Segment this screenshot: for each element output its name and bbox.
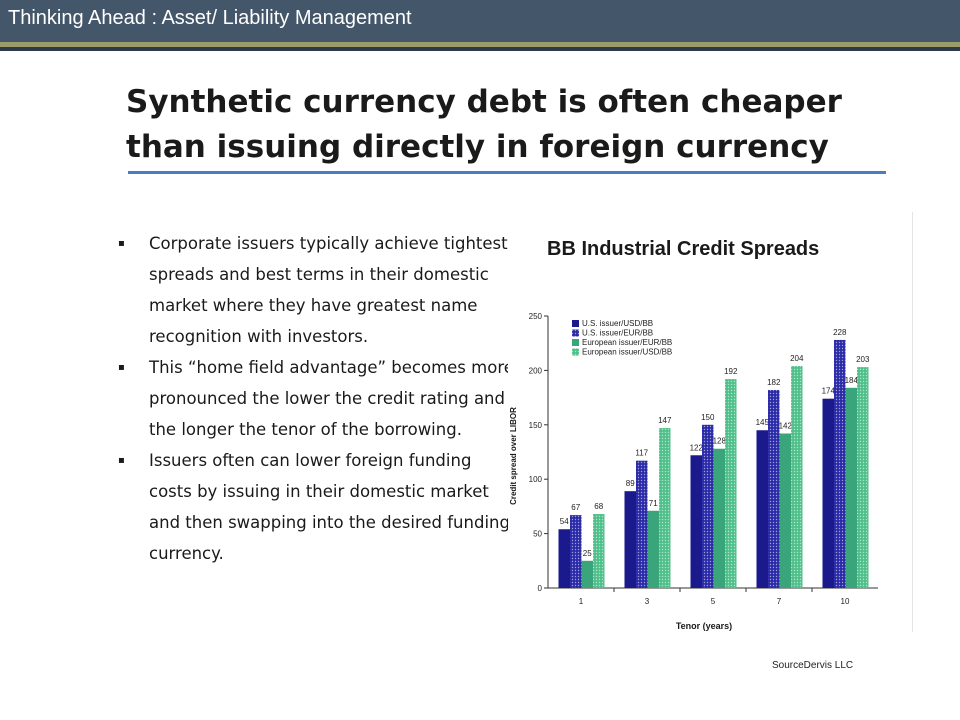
bar [690, 455, 702, 588]
bar [779, 433, 791, 588]
bar [570, 515, 582, 588]
data-label: 147 [658, 416, 672, 425]
bar [834, 339, 846, 588]
data-label: 122 [690, 443, 704, 452]
y-tick-label: 250 [529, 312, 543, 321]
legend-swatch [572, 320, 579, 327]
slide-title: Synthetic currency debt is often cheaper… [126, 84, 842, 165]
bar [659, 428, 671, 588]
bullet-item: ▪ Corporate issuers typically achieve tig… [118, 228, 518, 352]
data-label: 204 [790, 354, 804, 363]
x-axis-label: Tenor (years) [676, 621, 732, 631]
source-note: SourceDervis LLC [772, 660, 854, 671]
bullet-text: Issuers often can lower foreign funding … [149, 451, 510, 563]
chart-panel: BB Industrial Credit Spreads Tenor (year… [508, 212, 913, 632]
legend-entry: European issuer/USD/BB [582, 348, 672, 357]
bullet-text: Corporate issuers typically achieve tigh… [149, 234, 508, 346]
bar [702, 424, 714, 588]
bar [647, 510, 659, 588]
bullet-icon: ▪ [118, 238, 125, 249]
data-label: 67 [571, 503, 580, 512]
bar [725, 379, 737, 588]
data-label: 128 [713, 437, 727, 446]
bar [713, 448, 725, 588]
data-label: 192 [724, 367, 738, 376]
data-label: 184 [845, 376, 859, 385]
data-label: 68 [594, 502, 603, 511]
y-tick-label: 200 [529, 366, 543, 375]
header-accent-line-dark [0, 47, 960, 51]
bar [756, 430, 768, 588]
bar [624, 491, 636, 588]
bullet-icon: ▪ [118, 455, 125, 466]
x-tick-label: 7 [777, 597, 782, 606]
legend-entry: European issuer/EUR/BB [582, 338, 672, 347]
bar [558, 529, 570, 588]
legend-entry: U.S. issuer/USD/BB [582, 319, 653, 328]
title-underline [128, 171, 886, 174]
y-tick-label: 0 [538, 584, 543, 593]
bar [581, 560, 593, 588]
bar [768, 389, 780, 588]
data-label: 203 [856, 355, 870, 364]
bullet-item: ▪ Issuers often can lower foreign funding… [118, 445, 518, 569]
x-tick-label: 3 [645, 597, 650, 606]
bullet-text: This “home field advantage” becomes more… [149, 358, 514, 439]
data-label: 228 [833, 328, 847, 337]
legend-entry: U.S. issuer/EUR/BB [582, 329, 653, 338]
data-label: 54 [560, 517, 569, 526]
x-tick-label: 10 [841, 597, 850, 606]
bar [791, 366, 803, 588]
bullet-list: ▪ Corporate issuers typically achieve tig… [118, 228, 518, 569]
x-tick-label: 5 [711, 597, 716, 606]
x-tick-label: 1 [579, 597, 584, 606]
legend-swatch [572, 329, 579, 337]
data-label: 25 [583, 549, 592, 558]
bar [845, 387, 857, 588]
header-bar: Thinking Ahead : Asset/ Liability Manage… [0, 0, 960, 42]
bullet-item: ▪ This “home field advantage” becomes mor… [118, 352, 518, 445]
legend-swatch [572, 339, 579, 346]
data-label: 142 [779, 422, 793, 431]
legend-swatch [572, 348, 579, 356]
data-label: 89 [626, 479, 635, 488]
y-tick-label: 150 [529, 421, 543, 430]
data-label: 150 [701, 413, 715, 422]
y-axis-label: Credit spread over LIBOR [509, 407, 518, 505]
data-label: 145 [756, 418, 770, 427]
bullet-icon: ▪ [118, 362, 125, 373]
y-tick-label: 50 [533, 530, 542, 539]
header-title: Thinking Ahead : Asset/ Liability Manage… [8, 7, 412, 29]
header-accent-line [0, 42, 960, 47]
bar [822, 398, 834, 588]
chart-title: BB Industrial Credit Spreads [547, 238, 819, 260]
data-label: 174 [822, 387, 836, 396]
y-tick-label: 100 [529, 475, 543, 484]
data-label: 182 [767, 378, 781, 387]
data-label: 71 [649, 499, 658, 508]
data-label: 117 [635, 449, 648, 458]
bar [857, 367, 869, 588]
bar [636, 460, 648, 588]
bar-chart: BB Industrial Credit Spreads Tenor (year… [509, 238, 878, 631]
bar [593, 514, 605, 588]
